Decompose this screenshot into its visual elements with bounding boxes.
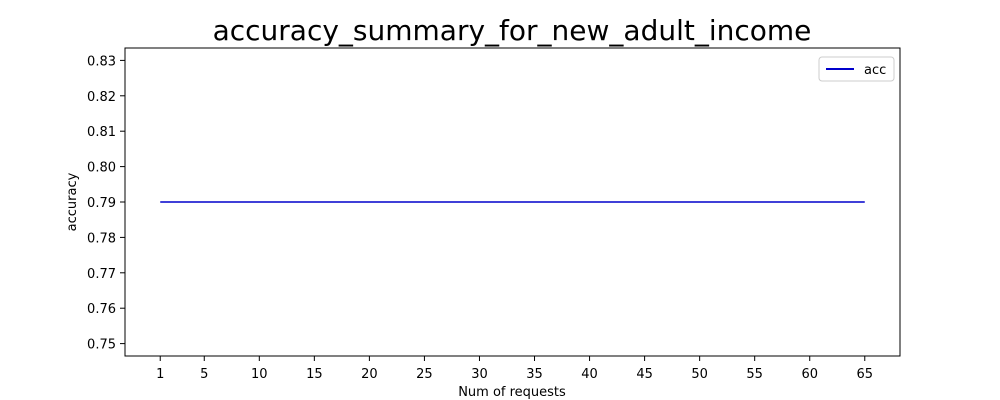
x-tick-label: 15 [306,367,323,382]
y-tick-label: 0.78 [87,231,116,246]
plot-area: 1 5 10 15 20 25 30 35 40 45 50 55 60 65 0.750.760.770… [87,47,901,382]
x-tick-label: 40 [581,367,598,382]
x-tick-label: 10 [251,367,268,382]
y-tick-label: 0.76 [87,302,116,317]
x-tick-label: 65 [856,367,873,382]
y-tick-label: 0.77 [87,267,116,282]
y-axis: 0.75 0.76 0.77 0.78 0.79 0.80 0.81 0.82 0.83 [87,54,125,353]
y-tick-label: 0.79 [87,196,116,211]
x-tick-label: 50 [691,367,708,382]
y-tick-label: 0.82 [87,90,116,105]
x-tick-label: 35 [526,367,543,382]
x-axis: 1 5 10 15 20 25 30 35 40 45 50 55 60 65 [156,356,873,382]
x-tick-label: 30 [471,367,488,382]
x-tick-label: 5 [200,367,208,382]
x-tick-label: 45 [636,367,653,382]
x-axis-label: Num of requests [458,385,566,400]
x-tick-label: 60 [801,367,818,382]
legend: acc [818,56,895,82]
x-tick-label: 25 [416,367,433,382]
y-tick-label: 0.80 [87,161,116,176]
y-axis-label: accuracy [65,172,80,231]
x-tick-label: 1 [156,367,164,382]
x-tick-label: 55 [746,367,763,382]
chart-title: accuracy_summary_for_new_adult_income [213,14,812,47]
x-tick-label: 20 [361,367,378,382]
y-tick-label: 0.75 [87,338,116,353]
legend-label: acc [864,63,886,78]
y-tick-label: 0.81 [87,125,116,140]
y-tick-label: 0.83 [87,54,116,69]
legend-box [818,56,895,82]
